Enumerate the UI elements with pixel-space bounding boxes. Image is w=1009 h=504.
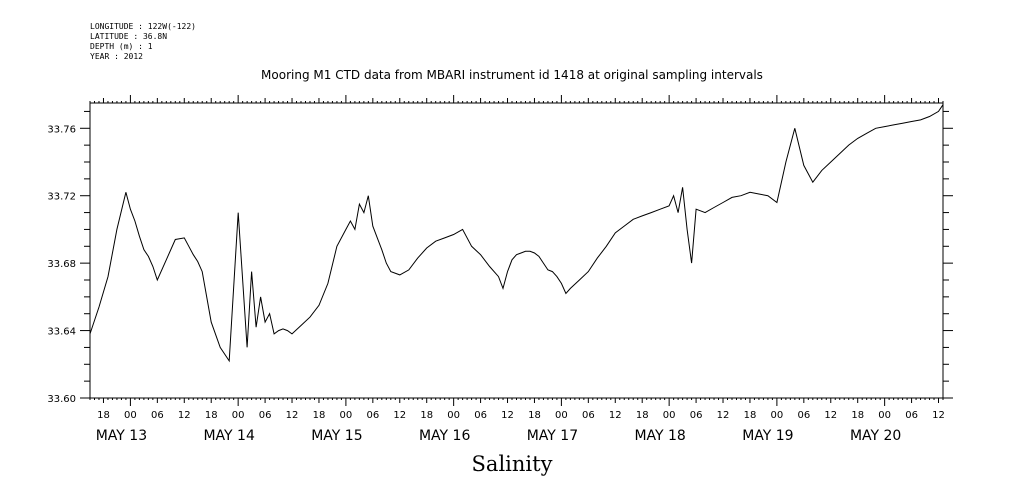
y-tick-labels: 33.60 33.64 33.68 33.72 33.76 xyxy=(47,124,76,405)
hour-tick-label: 18 xyxy=(851,410,864,421)
hour-tick-label: 06 xyxy=(690,410,703,421)
hour-tick-label: 18 xyxy=(313,410,326,421)
hour-tick-label: 12 xyxy=(824,410,837,421)
metadata-header: LONGITUDE : 122W(-122) LATITUDE : 36.8N … xyxy=(90,22,196,62)
y-tick-label: 33.68 xyxy=(47,259,76,270)
day-label: MAY 16 xyxy=(419,428,470,444)
hour-tick-label: 06 xyxy=(797,410,810,421)
axis-ticks xyxy=(80,95,953,406)
day-label: MAY 15 xyxy=(311,428,362,444)
day-label: MAY 13 xyxy=(96,428,147,444)
hour-tick-label: 18 xyxy=(744,410,757,421)
hour-tick-label: 00 xyxy=(447,410,460,421)
day-label: MAY 17 xyxy=(527,428,578,444)
hour-tick-label: 12 xyxy=(609,410,622,421)
y-tick-label: 33.64 xyxy=(47,327,76,338)
day-label: MAY 14 xyxy=(203,428,254,444)
hour-tick-label: 06 xyxy=(905,410,918,421)
hour-tick-label: 12 xyxy=(178,410,191,421)
hour-tick-label: 00 xyxy=(232,410,245,421)
hour-tick-label: 12 xyxy=(393,410,406,421)
hour-tick-label: 06 xyxy=(366,410,379,421)
hour-tick-label: 18 xyxy=(205,410,218,421)
y-tick-label: 33.60 xyxy=(47,394,76,405)
longitude-line: LONGITUDE : 122W(-122) xyxy=(90,22,196,31)
hour-tick-label: 00 xyxy=(124,410,137,421)
day-labels: MAY 13 MAY 14 MAY 15 MAY 16 MAY 17 MAY 18 MAY … xyxy=(96,428,902,444)
hour-tick-label: 12 xyxy=(286,410,299,421)
hour-tick-label: 06 xyxy=(259,410,272,421)
y-tick-label: 33.76 xyxy=(47,124,76,135)
day-label: MAY 19 xyxy=(742,428,793,444)
hour-tick-label: 18 xyxy=(528,410,541,421)
hour-tick-label: 18 xyxy=(636,410,649,421)
year-line: YEAR : 2012 xyxy=(90,52,143,61)
hour-tick-label: 00 xyxy=(878,410,891,421)
hour-tick-label: 06 xyxy=(474,410,487,421)
depth-line: DEPTH (m) : 1 xyxy=(90,42,153,51)
latitude-line: LATITUDE : 36.8N xyxy=(90,32,168,41)
hour-tick-label: 12 xyxy=(501,410,514,421)
hour-tick-labels: 18 00 06 12 18 00 06 12 18 00 06 12 18 00 06 12 18 00 06 12… xyxy=(97,410,945,421)
hour-tick-label: 12 xyxy=(717,410,730,421)
hour-tick-label: 18 xyxy=(420,410,433,421)
day-label: MAY 18 xyxy=(634,428,685,444)
hour-tick-label: 00 xyxy=(340,410,353,421)
day-label: MAY 20 xyxy=(850,428,901,444)
plot-frame xyxy=(89,102,944,399)
hour-tick-label: 00 xyxy=(771,410,784,421)
y-tick-label: 33.72 xyxy=(47,192,76,203)
x-axis-label: Salinity xyxy=(471,452,553,476)
hour-tick-label: 06 xyxy=(582,410,595,421)
hour-tick-label: 12 xyxy=(932,410,945,421)
hour-tick-label: 18 xyxy=(97,410,110,421)
chart-title: Mooring M1 CTD data from MBARI instrumen… xyxy=(261,68,763,82)
salinity-series-line xyxy=(89,104,944,363)
hour-tick-label: 00 xyxy=(555,410,568,421)
hour-tick-label: 00 xyxy=(663,410,676,421)
hour-tick-label: 06 xyxy=(151,410,164,421)
